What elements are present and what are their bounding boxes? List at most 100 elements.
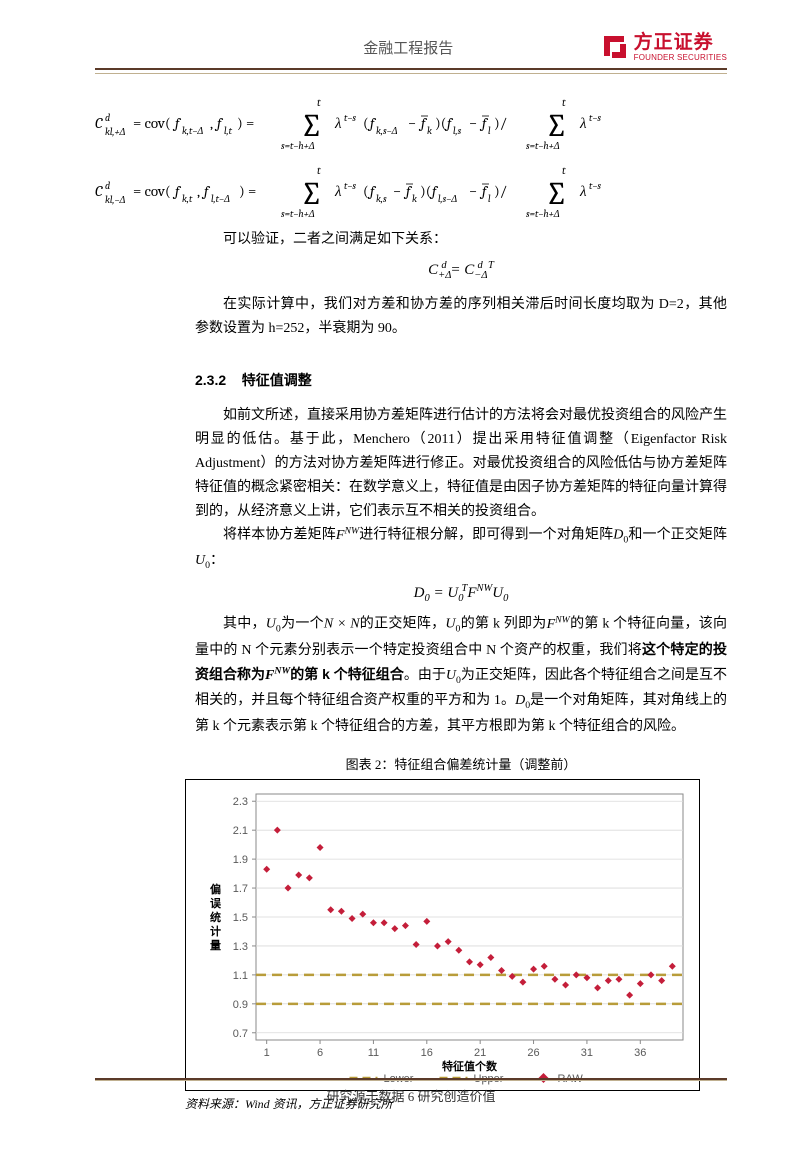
svg-text:31: 31 bbox=[581, 1047, 593, 1059]
svg-text:11: 11 bbox=[368, 1047, 379, 1059]
svg-text:∑: ∑ bbox=[545, 175, 568, 212]
svg-text:∑: ∑ bbox=[300, 107, 323, 144]
svg-text:k,t: k,t bbox=[182, 193, 193, 205]
page-footer: 研究源于数据 6 研究创造价值 bbox=[95, 1080, 727, 1105]
formula-4: D0 = U0TFNWU0 bbox=[195, 583, 727, 604]
svg-text:16: 16 bbox=[421, 1047, 433, 1059]
formula-1: C d kl,+Δ = cov( f k,t−Δ , f l,t ) = ∑ t… bbox=[95, 94, 727, 152]
logo-en: FOUNDER SECURITIES bbox=[634, 54, 727, 62]
header-title: 金融工程报告 bbox=[95, 37, 602, 58]
svg-text:t: t bbox=[317, 164, 321, 177]
svg-text:f: f bbox=[214, 114, 224, 132]
svg-text:t: t bbox=[317, 96, 321, 109]
svg-text:∑: ∑ bbox=[545, 107, 568, 144]
section-title: 特征值调整 bbox=[242, 372, 312, 388]
para-1: 在实际计算中，我们对方差和协方差的序列相关滞后时间长度均取为 D=2，其他参数设… bbox=[195, 293, 727, 341]
svg-text:f: f bbox=[201, 182, 211, 200]
svg-text:k: k bbox=[427, 125, 432, 137]
page-header: 金融工程报告 方正证券 FOUNDER SECURITIES bbox=[95, 30, 727, 70]
svg-text:1.1: 1.1 bbox=[233, 970, 248, 982]
chart-container: 0.70.91.11.31.51.71.92.12.31611162126313… bbox=[185, 779, 700, 1091]
svg-text:1: 1 bbox=[264, 1047, 270, 1059]
svg-text:0.9: 0.9 bbox=[233, 999, 248, 1011]
svg-text:kl,+Δ: kl,+Δ bbox=[105, 126, 126, 138]
svg-text:2.1: 2.1 bbox=[233, 826, 248, 838]
svg-text:l,t: l,t bbox=[224, 125, 233, 137]
svg-text:t−s: t−s bbox=[344, 180, 356, 192]
svg-text:kl,−Δ: kl,−Δ bbox=[105, 194, 125, 206]
svg-text:l: l bbox=[488, 125, 491, 137]
svg-text:t−s: t−s bbox=[589, 112, 601, 124]
svg-text:= cov(: = cov( bbox=[133, 182, 171, 200]
svg-text:偏: 偏 bbox=[210, 882, 221, 896]
svg-text:2.3: 2.3 bbox=[233, 797, 248, 809]
svg-text:λ: λ bbox=[579, 114, 587, 132]
svg-text:s=t−h+Δ: s=t−h+Δ bbox=[526, 140, 560, 152]
section-num: 2.3.2 bbox=[195, 372, 226, 388]
svg-text:1.7: 1.7 bbox=[233, 884, 248, 896]
svg-text:k,t−Δ: k,t−Δ bbox=[182, 125, 203, 137]
svg-text:−: − bbox=[469, 114, 477, 132]
svg-text:l: l bbox=[488, 193, 491, 205]
svg-text:s=t−h+Δ: s=t−h+Δ bbox=[281, 140, 315, 152]
svg-text:s=t−h+Δ: s=t−h+Δ bbox=[281, 208, 315, 220]
svg-text:d: d bbox=[105, 112, 110, 124]
header-divider bbox=[95, 73, 727, 74]
svg-text:21: 21 bbox=[474, 1047, 486, 1059]
para-3: 将样本协方差矩阵FNW进行特征根分解，即可得到一个对角矩阵D0和一个正交矩阵U0… bbox=[195, 523, 727, 575]
svg-text:)/: )/ bbox=[494, 114, 507, 132]
svg-text:l,s: l,s bbox=[453, 125, 462, 137]
logo-icon bbox=[602, 34, 628, 60]
svg-text:1.3: 1.3 bbox=[233, 941, 248, 953]
svg-text:6: 6 bbox=[317, 1047, 323, 1059]
formula-3: C+Δd = C−Δd T bbox=[195, 260, 727, 281]
svg-text:36: 36 bbox=[634, 1047, 646, 1059]
logo: 方正证券 FOUNDER SECURITIES bbox=[602, 33, 727, 62]
svg-text:−: − bbox=[393, 182, 401, 200]
svg-text:(: ( bbox=[363, 182, 369, 200]
section-heading: 2.3.2 特征值调整 bbox=[195, 370, 727, 390]
svg-text:)(: )( bbox=[420, 182, 431, 200]
svg-text:计: 计 bbox=[210, 924, 221, 938]
svg-text:λ: λ bbox=[579, 182, 587, 200]
svg-text:)(: )( bbox=[435, 114, 446, 132]
svg-text:C: C bbox=[95, 114, 103, 132]
svg-text:t−s: t−s bbox=[589, 180, 601, 192]
svg-text:t: t bbox=[562, 164, 566, 177]
svg-text:λ: λ bbox=[334, 114, 342, 132]
svg-text:λ: λ bbox=[334, 182, 342, 200]
svg-text:C: C bbox=[95, 182, 103, 200]
svg-text:l,t−Δ: l,t−Δ bbox=[211, 193, 230, 205]
svg-text:k,s: k,s bbox=[376, 193, 387, 205]
svg-text:s=t−h+Δ: s=t−h+Δ bbox=[526, 208, 560, 220]
svg-text:1.9: 1.9 bbox=[233, 855, 248, 867]
scatter-chart: 0.70.91.11.31.51.71.92.12.31611162126313… bbox=[186, 780, 701, 1092]
logo-cn: 方正证券 bbox=[634, 33, 727, 52]
svg-text:−: − bbox=[469, 182, 477, 200]
svg-text:统: 统 bbox=[210, 910, 221, 924]
svg-text:−: − bbox=[408, 114, 416, 132]
svg-text:t−s: t−s bbox=[344, 112, 356, 124]
svg-text:∑: ∑ bbox=[300, 175, 323, 212]
svg-text:(: ( bbox=[363, 114, 369, 132]
verify-text: 可以验证，二者之间满足如下关系： bbox=[195, 228, 727, 252]
svg-text:k: k bbox=[412, 193, 417, 205]
chart-title: 图表 2：特征组合偏差统计量（调整前） bbox=[195, 754, 727, 773]
svg-text:) =: ) = bbox=[239, 182, 256, 200]
para-2: 如前文所述，直接采用协方差矩阵进行估计的方法将会对最优投资组合的风险产生明显的低… bbox=[195, 404, 727, 523]
svg-text:)/: )/ bbox=[494, 182, 507, 200]
svg-text:t: t bbox=[562, 96, 566, 109]
svg-text:l,s−Δ: l,s−Δ bbox=[438, 193, 457, 205]
svg-text:d: d bbox=[105, 180, 110, 192]
svg-text:1.5: 1.5 bbox=[233, 912, 248, 924]
svg-text:误: 误 bbox=[210, 896, 222, 910]
svg-text:特征值个数: 特征值个数 bbox=[442, 1059, 498, 1073]
svg-text:0.7: 0.7 bbox=[233, 1028, 248, 1040]
svg-text:,: , bbox=[197, 182, 200, 200]
svg-text:) =: ) = bbox=[237, 114, 254, 132]
svg-text:= cov(: = cov( bbox=[133, 114, 171, 132]
formula-2: C d kl,−Δ = cov( f k,t , f l,t−Δ ) = ∑ t… bbox=[95, 162, 727, 220]
svg-text:f: f bbox=[172, 114, 182, 132]
svg-text:26: 26 bbox=[527, 1047, 539, 1059]
svg-text:,: , bbox=[210, 114, 213, 132]
